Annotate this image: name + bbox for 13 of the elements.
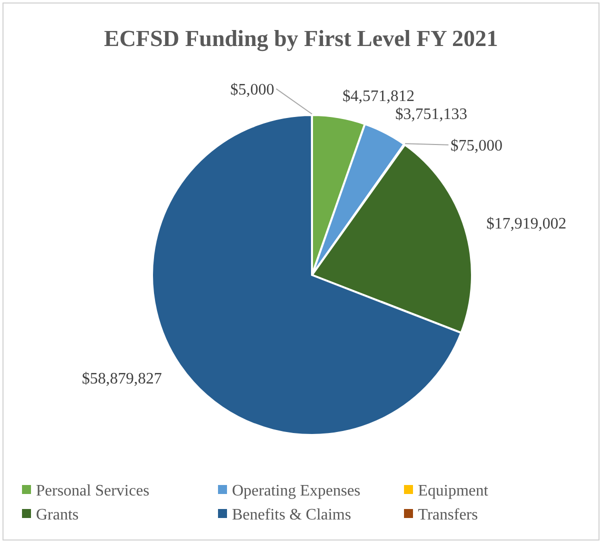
data-label: $5,000 bbox=[230, 81, 274, 98]
legend-label: Transfers bbox=[418, 506, 478, 524]
data-label: $3,751,133 bbox=[395, 106, 468, 123]
legend-label: Equipment bbox=[418, 482, 489, 500]
data-label: $58,879,827 bbox=[82, 370, 162, 388]
chart-title: ECFSD Funding by First Level FY 2021 bbox=[104, 26, 498, 52]
legend-label: Grants bbox=[36, 506, 79, 524]
legend-label: Operating Expenses bbox=[232, 482, 360, 500]
data-label: $17,919,002 bbox=[486, 215, 566, 232]
data-label: $75,000 bbox=[450, 138, 502, 154]
legend-label: Benefits & Claims bbox=[232, 506, 352, 524]
data-label: $4,571,812 bbox=[342, 88, 415, 106]
legend-label: Personal Services bbox=[36, 482, 150, 500]
